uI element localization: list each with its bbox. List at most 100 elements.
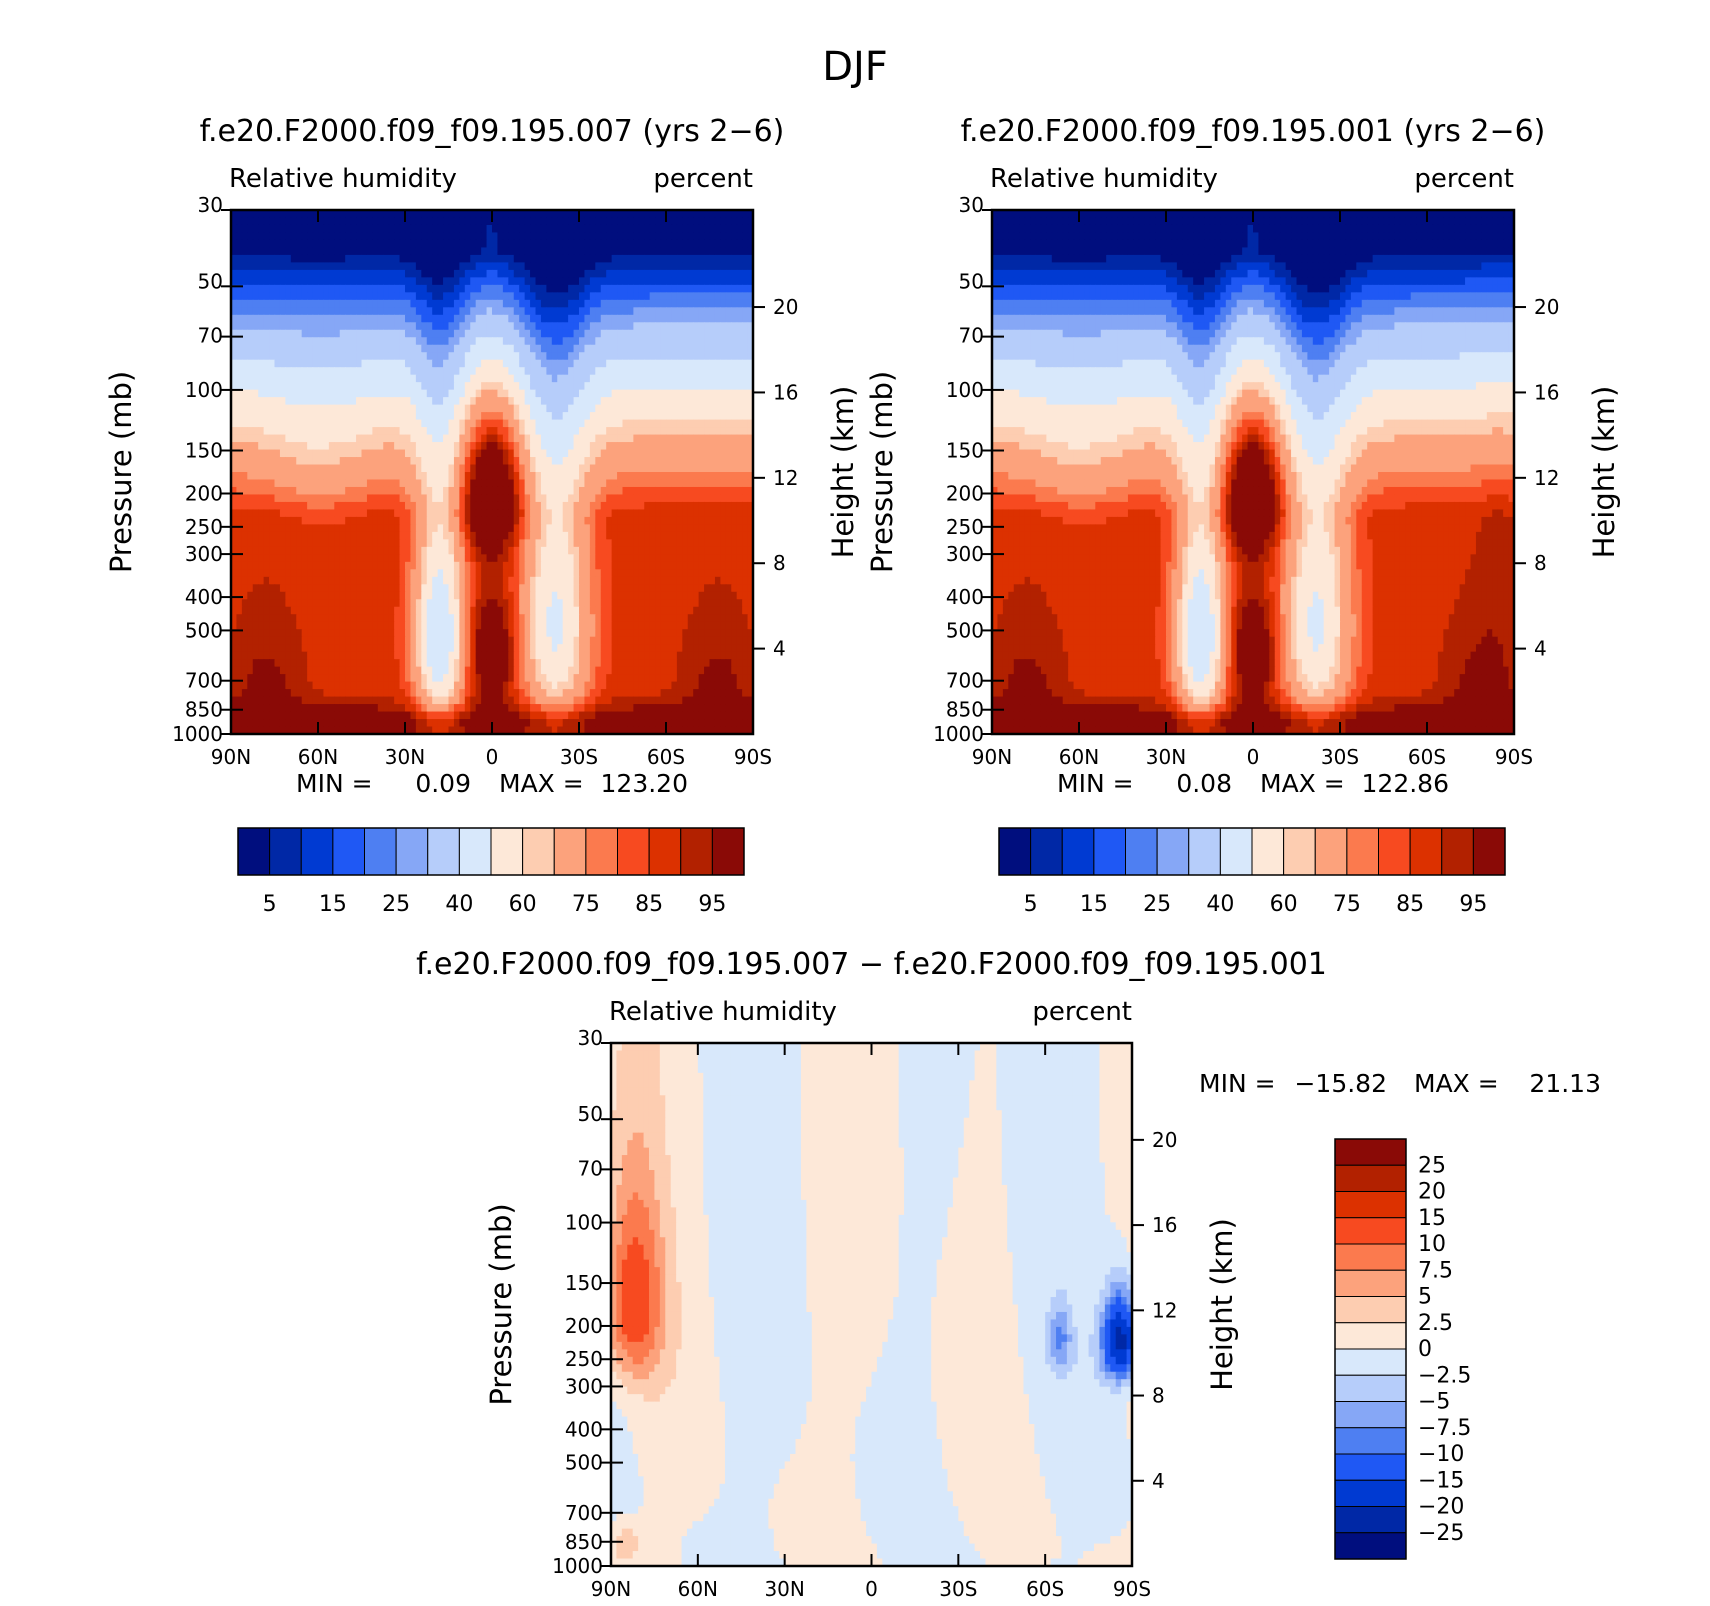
contour-cell bbox=[682, 247, 689, 256]
contour-cell bbox=[432, 554, 439, 563]
contour-cell bbox=[399, 554, 406, 563]
contour-cell bbox=[372, 561, 379, 570]
contour-cell bbox=[372, 359, 379, 368]
contour-cell bbox=[247, 479, 254, 488]
contour-cell bbox=[557, 546, 564, 555]
contour-cell bbox=[725, 554, 732, 563]
contour-cell bbox=[258, 382, 265, 391]
contour-cell bbox=[562, 554, 569, 563]
contour-cell bbox=[394, 307, 401, 316]
contour-cell bbox=[339, 322, 346, 331]
contour-cell bbox=[644, 232, 651, 241]
contour-cell bbox=[377, 344, 384, 353]
contour-cell bbox=[557, 299, 564, 308]
contour-cell bbox=[573, 389, 580, 398]
contour-cell bbox=[704, 449, 711, 458]
contour-cell bbox=[323, 374, 330, 383]
contour-cell bbox=[361, 352, 368, 361]
contour-cell bbox=[606, 352, 613, 361]
contour-cell bbox=[698, 509, 705, 518]
contour-cell bbox=[546, 591, 553, 600]
contour-cell bbox=[318, 277, 325, 286]
contour-cell bbox=[459, 457, 466, 466]
contour-cell bbox=[579, 210, 586, 219]
contour-cell bbox=[655, 292, 662, 301]
contour-cell bbox=[421, 591, 428, 600]
contour-cell bbox=[524, 457, 531, 466]
contour-cell bbox=[415, 284, 422, 293]
contour-cell bbox=[579, 479, 586, 488]
contour-cell bbox=[339, 546, 346, 555]
contour-cell bbox=[432, 494, 439, 503]
contour-cell bbox=[453, 210, 460, 219]
contour-cell bbox=[350, 337, 357, 346]
contour-cell bbox=[285, 262, 292, 271]
contour-cell bbox=[415, 352, 422, 361]
contour-cell bbox=[638, 277, 645, 286]
contour-cell bbox=[627, 247, 634, 256]
contour-cell bbox=[530, 239, 537, 249]
contour-cell bbox=[671, 299, 678, 308]
contour-cell bbox=[644, 516, 651, 525]
contour-cell bbox=[704, 434, 711, 443]
contour-cell bbox=[274, 359, 281, 368]
contour-cell bbox=[524, 397, 531, 406]
contour-cell bbox=[606, 254, 613, 263]
contour-cell bbox=[676, 217, 683, 226]
contour-cell bbox=[666, 554, 673, 563]
contour-cell bbox=[252, 561, 259, 570]
contour-cell bbox=[269, 382, 276, 391]
contour-cell bbox=[443, 307, 450, 316]
contour-cell bbox=[231, 584, 238, 593]
contour-cell bbox=[606, 299, 613, 308]
contour-cell bbox=[410, 314, 417, 323]
contour-cell bbox=[671, 546, 678, 555]
contour-cell bbox=[252, 307, 259, 316]
contour-cell bbox=[279, 314, 286, 323]
contour-cell bbox=[720, 344, 727, 353]
contour-cell bbox=[481, 501, 488, 511]
contour-cell bbox=[508, 329, 515, 338]
contour-cell bbox=[535, 254, 542, 263]
contour-cell bbox=[530, 554, 537, 563]
contour-cell bbox=[627, 367, 634, 376]
contour-cell bbox=[622, 576, 629, 585]
contour-cell bbox=[339, 464, 346, 473]
contour-cell bbox=[323, 352, 330, 361]
contour-cell bbox=[443, 501, 450, 511]
contour-cell bbox=[676, 494, 683, 503]
contour-cell bbox=[372, 591, 379, 600]
contour-cell bbox=[666, 217, 673, 226]
contour-cell bbox=[383, 247, 390, 256]
contour-cell bbox=[241, 359, 248, 368]
contour-cell bbox=[524, 494, 531, 503]
contour-cell bbox=[361, 449, 368, 458]
contour-cell bbox=[731, 359, 738, 368]
contour-cell bbox=[568, 232, 575, 241]
contour-cell bbox=[622, 412, 629, 421]
contour-cell bbox=[535, 524, 542, 533]
contour-cell bbox=[747, 486, 754, 496]
contour-cell bbox=[241, 539, 248, 548]
contour-cell bbox=[241, 277, 248, 286]
contour-cell bbox=[638, 472, 645, 481]
contour-cell bbox=[432, 509, 439, 518]
contour-cell bbox=[394, 486, 401, 496]
contour-cell bbox=[704, 524, 711, 533]
contour-cell bbox=[339, 442, 346, 451]
contour-cell bbox=[579, 247, 586, 256]
contour-cell bbox=[486, 427, 493, 436]
contour-cell bbox=[617, 486, 624, 496]
contour-cell bbox=[334, 591, 341, 600]
contour-cell bbox=[459, 576, 466, 585]
contour-cell bbox=[611, 284, 618, 293]
contour-cell bbox=[394, 284, 401, 293]
contour-cell bbox=[714, 314, 721, 323]
contour-cell bbox=[459, 359, 466, 368]
contour-cell bbox=[405, 307, 412, 316]
contour-cell bbox=[388, 269, 395, 278]
contour-cell bbox=[290, 442, 297, 451]
contour-cell bbox=[606, 524, 613, 533]
contour-cell bbox=[676, 486, 683, 496]
contour-cell bbox=[508, 449, 515, 458]
